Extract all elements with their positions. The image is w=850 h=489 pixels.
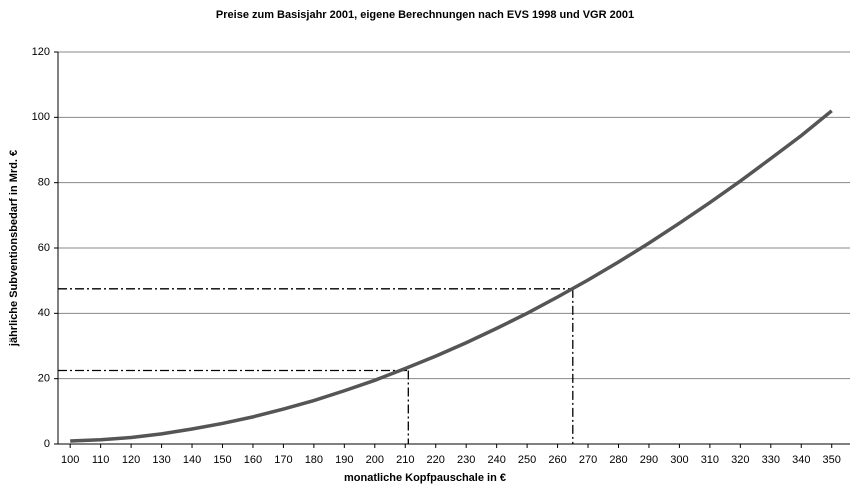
x-tick-label: 340 <box>792 454 810 466</box>
x-tick-label: 230 <box>457 454 475 466</box>
y-tick-label: 80 <box>38 177 50 189</box>
x-tick-label: 180 <box>305 454 323 466</box>
x-tick-label: 240 <box>487 454 505 466</box>
y-tick-label: 20 <box>38 373 50 385</box>
x-tick-label: 120 <box>122 454 140 466</box>
x-tick-label: 100 <box>61 454 79 466</box>
x-tick-label: 270 <box>579 454 597 466</box>
x-tick-label: 220 <box>427 454 445 466</box>
x-tick-label: 210 <box>396 454 414 466</box>
y-tick-label: 60 <box>38 242 50 254</box>
x-tick-label: 160 <box>244 454 262 466</box>
chart-title: Preise zum Basisjahr 2001, eigene Berech… <box>216 9 634 21</box>
data-line <box>70 109 833 443</box>
x-tick-label: 330 <box>762 454 780 466</box>
x-tick-label: 110 <box>92 454 110 466</box>
x-tick-label: 350 <box>823 454 841 466</box>
x-tick-label: 140 <box>183 454 201 466</box>
x-tick-label: 200 <box>366 454 384 466</box>
x-tick-label: 260 <box>548 454 566 466</box>
x-tick-label: 310 <box>701 454 719 466</box>
x-axis-label: monatliche Kopfpauschale in € <box>344 472 506 484</box>
x-tick-label: 190 <box>335 454 353 466</box>
y-tick-label: 120 <box>32 46 50 58</box>
y-axis-label: jährliche Subventionsbedarf in Mrd. € <box>8 150 20 347</box>
x-tick-label: 130 <box>152 454 170 466</box>
x-tick-label: 290 <box>640 454 658 466</box>
y-tick-label: 40 <box>38 307 50 319</box>
x-tick-label: 170 <box>274 454 292 466</box>
y-tick-label: 0 <box>44 438 50 450</box>
x-tick-label: 320 <box>731 454 749 466</box>
x-tick-label: 300 <box>670 454 688 466</box>
x-tick-label: 150 <box>213 454 231 466</box>
y-tick-label: 100 <box>32 111 50 123</box>
x-tick-label: 280 <box>609 454 627 466</box>
x-tick-label: 250 <box>518 454 536 466</box>
